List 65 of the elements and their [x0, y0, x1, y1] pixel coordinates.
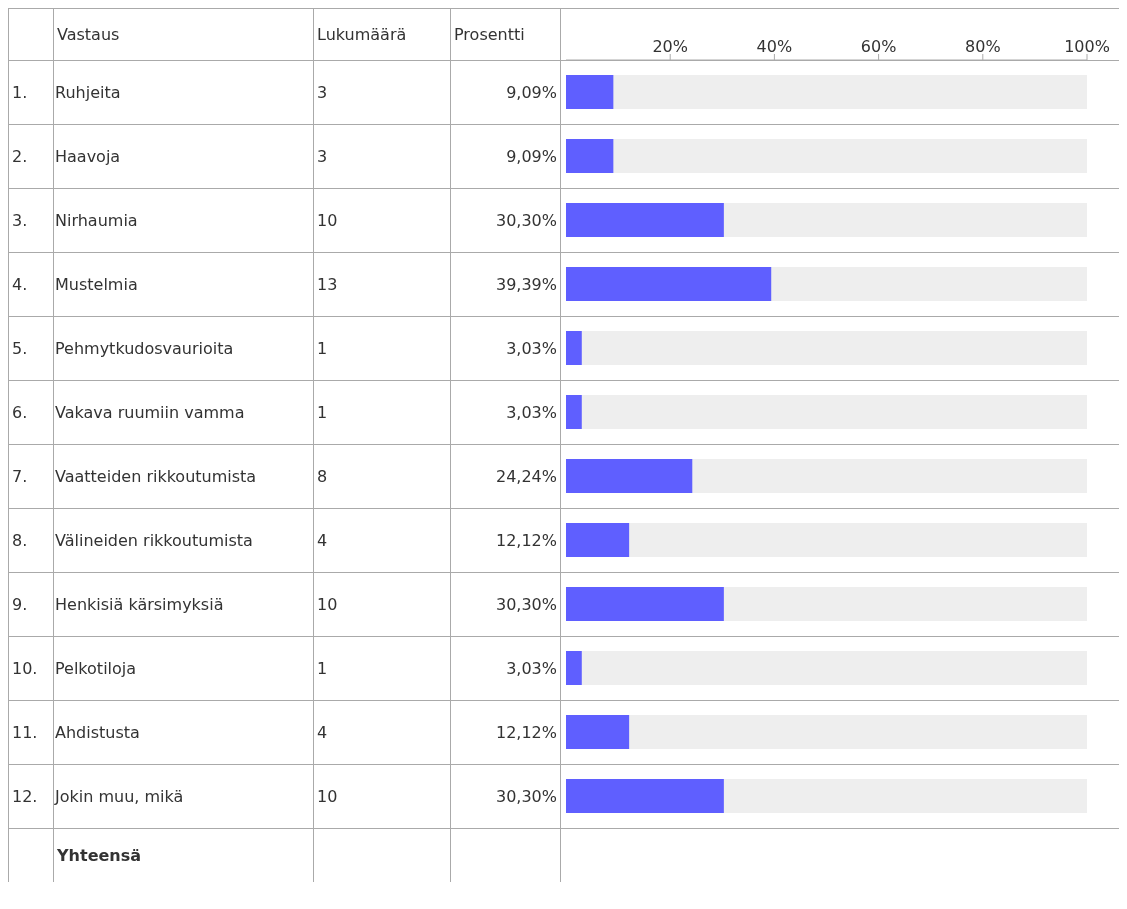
data-label: 3,03%	[506, 337, 557, 360]
text: 11.	[12, 721, 38, 744]
text: 10.	[12, 657, 38, 680]
data-label: 9,09%	[506, 145, 557, 168]
text: 5.	[12, 337, 28, 360]
text: 4	[317, 721, 328, 744]
data-label: 24,24%	[495, 465, 557, 488]
y-tick-label: Välineiden rikkoutumista	[55, 530, 253, 550]
data-label: 30,30%	[495, 209, 557, 232]
text: 7.	[12, 465, 28, 488]
y-tick-label: Haavoja	[55, 146, 121, 166]
text: 1.	[12, 81, 28, 104]
y-axis-title: Vastaus	[57, 23, 120, 46]
text: 3	[317, 145, 328, 168]
data-label: 12,12%	[495, 721, 557, 744]
data-label: 12,12%	[495, 529, 557, 552]
text: Yhteensä	[57, 844, 142, 867]
text: 13	[317, 273, 338, 296]
data-label: 39,39%	[495, 273, 557, 296]
text: 10	[317, 785, 338, 808]
text: 1	[317, 657, 328, 680]
x2-tick-label: 100%	[1064, 37, 1110, 56]
y-tick-label: Pelkotiloja	[55, 658, 137, 678]
text: 8	[317, 465, 328, 488]
x2-tick-label: 20%	[652, 37, 688, 56]
text: 6.	[12, 401, 28, 424]
text: 12.	[12, 785, 38, 808]
text: Lukumäärä	[317, 23, 407, 46]
y-tick-label: Vakava ruumiin vamma	[55, 402, 245, 422]
x2-tick-label: 60%	[860, 37, 897, 56]
bar	[566, 395, 582, 429]
data-label: 3,03%	[506, 657, 557, 680]
text: 9.	[12, 593, 28, 616]
data-label: 30,30%	[495, 593, 557, 616]
text: Prosentti	[454, 23, 525, 46]
x2-tick-label: 40%	[756, 37, 793, 56]
data-label: 9,09%	[506, 81, 557, 104]
text: 10	[317, 209, 338, 232]
y-tick-label: Jokin muu, mikä	[54, 786, 184, 806]
text: 4.	[12, 273, 28, 296]
text: 2.	[12, 145, 28, 168]
bar	[566, 331, 582, 365]
bar	[566, 651, 582, 685]
text: 8.	[12, 529, 28, 552]
y-tick-label: Ahdistusta	[55, 722, 140, 742]
data-label: 30,30%	[495, 785, 557, 808]
text: 4	[317, 529, 328, 552]
text: 10	[317, 593, 338, 616]
x2-tick-label: 80%	[965, 37, 1001, 56]
y-tick-label: Henkisiä kärsimyksiä	[55, 594, 224, 614]
y-tick-label: Vaatteiden rikkoutumista	[55, 466, 257, 486]
bar	[566, 523, 630, 557]
y-tick-label: Ruhjeita	[55, 82, 121, 102]
text: 3	[317, 81, 328, 104]
bar	[566, 139, 614, 173]
bar	[566, 75, 614, 109]
y-tick-label: Pehmytkudosvaurioita	[55, 338, 234, 358]
bar	[566, 715, 630, 749]
text: 3.	[12, 209, 28, 232]
text: 1	[317, 337, 328, 360]
data-label: 3,03%	[506, 401, 557, 424]
y-tick-label: Nirhaumia	[55, 210, 138, 230]
bar	[566, 459, 693, 493]
y-tick-label: Mustelmia	[55, 274, 138, 294]
text: 1	[317, 401, 328, 424]
